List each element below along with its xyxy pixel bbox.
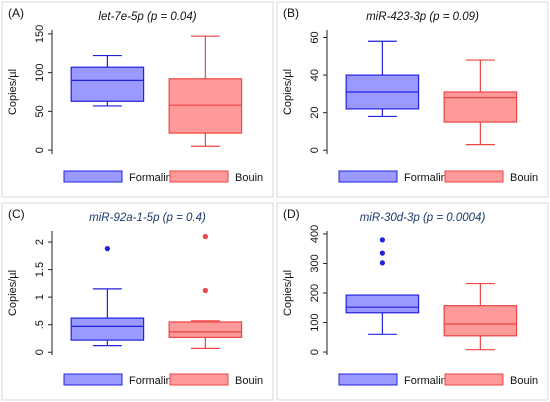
iqr-box (443, 91, 518, 123)
legend-label-formalin: Formalin (129, 375, 172, 387)
y-tick-label: 40 (309, 69, 321, 81)
legend-label-bouin: Bouin (235, 172, 263, 184)
chart-title: miR-30d-3p (p = 0.0004) (360, 212, 486, 224)
y-tick-label: 1.5 (34, 262, 46, 277)
iqr-box (70, 66, 145, 102)
legend: Formalin Bouin (338, 170, 538, 184)
y-tick-label: 150 (34, 25, 46, 43)
box-bouin (443, 282, 518, 351)
y-tick-label: 100 (309, 313, 321, 331)
panel-frame (1, 202, 274, 401)
box-formalin (70, 246, 145, 347)
box-formalin (70, 54, 145, 107)
outlier-point (379, 250, 385, 256)
box-bouin (443, 59, 518, 146)
panel-a: (A) let-7e-5p (p = 0.04) 0 50 100 150 Copies/µ… (1, 1, 274, 198)
legend-swatch-formalin (63, 170, 123, 183)
iqr-box (345, 294, 420, 314)
panel-label: (B) (283, 6, 299, 20)
chart-title: let-7e-5p (p = 0.04) (98, 11, 196, 23)
legend-swatch-bouin (169, 373, 229, 386)
outlier-point (202, 287, 208, 294)
legend-swatch-bouin (169, 170, 229, 183)
outlier-point (379, 260, 385, 266)
iqr-box (168, 78, 243, 134)
panel-c: (C) miR-92a-1-5p (p = 0.4) 0 .5 1 1.5 2 Copies/… (1, 202, 274, 401)
panel-label: (C) (8, 207, 25, 221)
y-tick-label: 1 (34, 294, 46, 300)
panel-label: (D) (283, 207, 300, 221)
y-tick-label: 60 (309, 31, 321, 43)
box-bouin (168, 233, 243, 349)
legend-swatch-formalin (63, 373, 123, 386)
legend: Formalin Bouin (338, 373, 538, 387)
y-tick-label: 0 (309, 147, 321, 153)
y-axis-label: Copies/µl (7, 69, 19, 115)
outlier-point (104, 246, 110, 252)
box-bouin (168, 35, 243, 147)
y-tick-label: 300 (309, 254, 321, 272)
legend-label-formalin: Formalin (404, 375, 447, 387)
y-tick-label: 50 (34, 105, 46, 117)
legend-label-formalin: Formalin (129, 172, 172, 184)
legend-swatch-bouin (444, 170, 504, 183)
outlier-point (202, 233, 208, 240)
y-tick-label: 200 (309, 284, 321, 302)
y-axis-label: Copies/µl (282, 69, 294, 115)
legend-label-bouin: Bouin (510, 172, 538, 184)
box-formalin (345, 237, 420, 335)
y-tick-label: 0 (309, 349, 321, 355)
legend-swatch-formalin (338, 373, 398, 386)
panel-d: (D) miR-30d-3p (p = 0.0004) 0 100 200 300 400 C… (276, 202, 549, 401)
outlier-point (379, 237, 385, 243)
y-axis-label: Copies/µl (7, 270, 19, 316)
y-tick-label: 0 (34, 147, 46, 153)
legend: Formalin Bouin (63, 373, 263, 387)
y-tick-label: 100 (34, 63, 46, 81)
legend-swatch-bouin (444, 373, 504, 386)
y-tick-label: 20 (309, 107, 321, 119)
iqr-box (70, 317, 145, 341)
iqr-box (168, 321, 243, 338)
y-tick-label: 0 (34, 349, 46, 355)
panel-b: (B) miR-423-3p (p = 0.09) 0 20 40 60 Copies/µl… (276, 1, 549, 198)
iqr-box (443, 305, 518, 337)
y-axis-label: Copies/µl (282, 270, 294, 316)
panel-label: (A) (8, 6, 24, 20)
y-tick-label: 400 (309, 225, 321, 243)
legend-label-bouin: Bouin (510, 375, 538, 387)
legend: Formalin Bouin (63, 170, 263, 184)
y-tick-label: 2 (34, 239, 46, 245)
box-formalin (345, 40, 420, 118)
chart-title: miR-92a-1-5p (p = 0.4) (89, 212, 206, 224)
chart-title: miR-423-3p (p = 0.09) (366, 11, 479, 23)
legend-swatch-formalin (338, 170, 398, 183)
legend-label-formalin: Formalin (404, 172, 447, 184)
legend-label-bouin: Bouin (235, 375, 263, 387)
y-tick-label: .5 (34, 320, 46, 329)
